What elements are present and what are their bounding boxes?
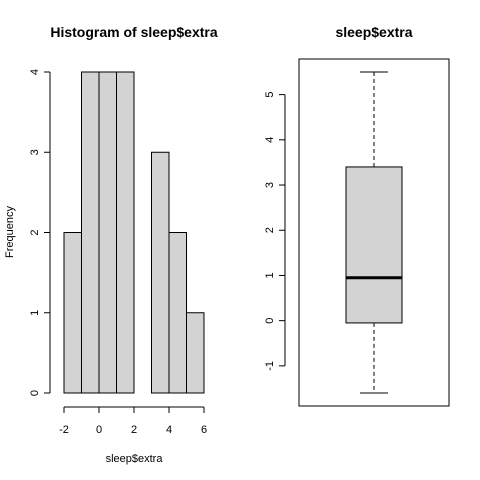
boxplot-title: sleep$extra	[335, 24, 412, 40]
histogram-bar	[186, 312, 205, 394]
boxplot-y-tick-label: -1	[264, 361, 276, 371]
boxplot-frame	[298, 58, 450, 407]
boxplot-y-tick-label: 3	[264, 182, 276, 188]
histogram-bar	[151, 151, 170, 394]
boxplot-box	[345, 166, 403, 324]
histogram-y-tick-label: 3	[29, 149, 41, 155]
histogram-x-tick-label: 6	[201, 424, 207, 436]
histogram-title: Histogram of sleep$extra	[50, 24, 217, 40]
boxplot-y-tick-label: 2	[264, 227, 276, 233]
histogram-y-label: Frequency	[4, 206, 16, 258]
histogram-bar	[116, 71, 135, 394]
histogram-y-tick-label: 0	[29, 390, 41, 396]
histogram-bar	[63, 232, 82, 394]
histogram-x-tick-label: 0	[96, 424, 102, 436]
histogram-panel: Histogram of sleep$extra -2 0 2 4 6 0 1 2 3 4 sl…	[4, 24, 218, 465]
histogram-x-tick-label: 4	[166, 424, 172, 436]
boxplot-y-tick-label: 4	[264, 137, 276, 143]
histogram-x-tick-label: -2	[59, 424, 69, 436]
boxplot-y-tick-label: 0	[264, 318, 276, 324]
boxplot-y-axis: -1 0 1 2 3 4 5	[264, 92, 286, 371]
histogram-x-label: sleep$extra	[106, 453, 164, 465]
boxplot-marks	[345, 71, 403, 394]
histogram-bar	[81, 71, 100, 394]
histogram-y-axis: 0 1 2 3 4	[29, 69, 51, 396]
histogram-y-tick-label: 4	[29, 69, 41, 75]
histogram-bar	[98, 71, 117, 394]
histogram-bar	[168, 232, 187, 394]
boxplot-panel: sleep$extra -1 0 1 2 3 4 5	[264, 24, 450, 407]
histogram-x-tick-label: 2	[131, 424, 137, 436]
histogram-y-tick-label: 1	[29, 310, 41, 316]
histogram-y-tick-label: 2	[29, 229, 41, 235]
histogram-bars	[63, 71, 205, 394]
histogram-x-axis: -2 0 2 4 6	[59, 406, 207, 436]
boxplot-y-tick-label: 5	[264, 92, 276, 98]
boxplot-y-tick-label: 1	[264, 272, 276, 278]
